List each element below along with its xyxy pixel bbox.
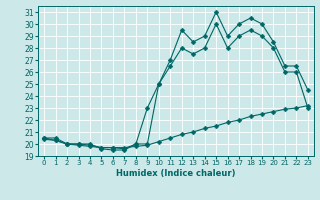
X-axis label: Humidex (Indice chaleur): Humidex (Indice chaleur) — [116, 169, 236, 178]
